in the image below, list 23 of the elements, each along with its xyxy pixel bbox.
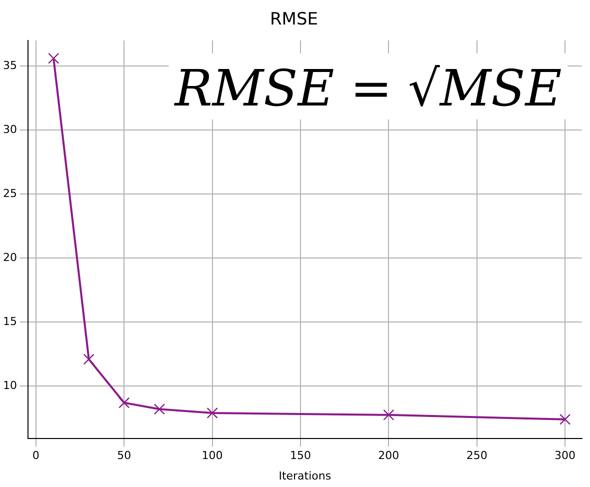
x-tick-label: 300 (554, 449, 576, 462)
y-tick-label: 25 (2, 186, 17, 200)
x-tick-label: 0 (32, 449, 40, 462)
point (559, 414, 571, 425)
point (48, 52, 60, 64)
y-tick-label: 10 (2, 378, 17, 392)
y-tick-label: 15 (2, 314, 17, 328)
annotation: RMSE = √MSE (174, 59, 562, 118)
x-tick-label: 200 (378, 449, 400, 462)
x-tick-label: 100 (202, 449, 223, 462)
y-tick-label: 30 (2, 122, 17, 136)
x-tick-label: 50 (117, 449, 132, 462)
point (118, 397, 130, 408)
x-axis-title: Iterations (278, 469, 332, 482)
x-tick-label: 250 (466, 449, 488, 462)
point (206, 407, 218, 419)
point (383, 409, 394, 420)
point (154, 404, 165, 415)
chart-title: RMSE (270, 10, 318, 30)
y-tick-label: 20 (2, 250, 17, 264)
x-tick-label: 150 (290, 449, 311, 462)
point (83, 354, 94, 365)
y-tick-label: 35 (2, 58, 17, 72)
